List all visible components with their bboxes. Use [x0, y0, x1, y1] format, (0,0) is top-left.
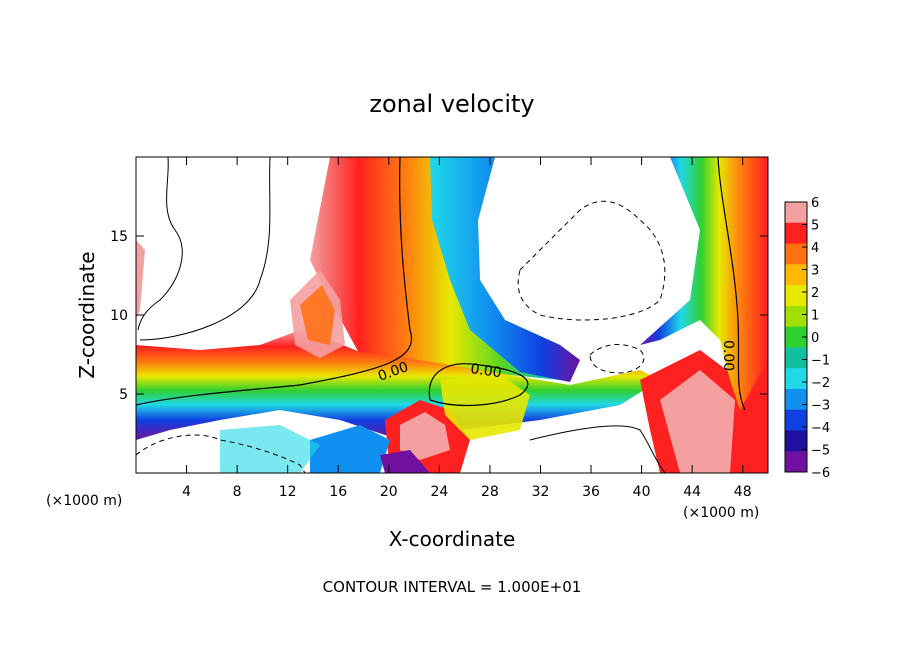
- x-tick-label: 48: [734, 484, 752, 500]
- colorbar: 6 5 4 3 2 1 0 −1 −2 −3 −4 −5 −6: [784, 196, 830, 481]
- y-tick-label: 10: [110, 308, 128, 324]
- x-tick-label: 44: [683, 484, 701, 500]
- colorbar-swatch: [785, 202, 807, 224]
- x-tick-label: 28: [481, 484, 499, 500]
- x-tick-label: 40: [633, 484, 651, 500]
- colorbar-swatch: [785, 347, 807, 369]
- jet-column-blue: [430, 157, 580, 382]
- colorbar-label: 6: [811, 196, 819, 211]
- chart-title: zonal velocity: [369, 90, 534, 118]
- yellow-patch: [440, 375, 530, 440]
- x-tick-label: 20: [380, 484, 398, 500]
- colorbar-swatch: [785, 430, 807, 452]
- colorbar-label: 2: [811, 286, 819, 301]
- x-tick-label: 32: [532, 484, 550, 500]
- lower-band: [136, 330, 660, 440]
- y-tick-label: 5: [119, 387, 128, 403]
- colorbar-label: −1: [811, 354, 830, 369]
- contour-interval-footer: CONTOUR INTERVAL = 1.000E+01: [323, 578, 582, 596]
- colorbar-swatch: [785, 305, 807, 328]
- colorbar-swatch: [785, 243, 807, 265]
- x-unit-right: (×1000 m): [683, 505, 759, 521]
- colorbar-swatch: [785, 326, 807, 348]
- colorbar-label: −5: [811, 444, 830, 459]
- x-axis-ticks: 4 8 12 16 20 24 28 32 36 40 44 48: [182, 157, 752, 500]
- colorbar-label: 3: [811, 264, 819, 279]
- colorbar-swatch: [785, 222, 807, 245]
- y-tick-label: 15: [110, 229, 128, 245]
- x-tick-label: 24: [430, 484, 448, 500]
- colorbar-swatch: [785, 285, 807, 307]
- colorbar-label: −4: [811, 421, 830, 436]
- contour-label: 0.00: [469, 361, 502, 381]
- colorbar-swatch: [785, 409, 807, 431]
- x-tick-label: 4: [182, 484, 191, 500]
- contour-label: 0.00: [720, 340, 736, 371]
- colorbar-swatch: [785, 451, 807, 473]
- colorbar-label: −2: [811, 376, 830, 391]
- colorbar-label: −3: [811, 399, 830, 414]
- colorbar-label: 4: [811, 241, 819, 256]
- x-tick-label: 16: [329, 484, 347, 500]
- x-tick-label: 12: [279, 484, 297, 500]
- velocity-field: [136, 157, 768, 473]
- colorbar-label: 0: [811, 331, 819, 346]
- colorbar-label: −6: [811, 466, 830, 481]
- x-axis-label: X-coordinate: [389, 527, 516, 551]
- colorbar-label: 1: [811, 309, 819, 324]
- right-vertical-band: [640, 157, 768, 410]
- colorbar-swatch: [785, 388, 807, 411]
- y-axis-label: Z-coordinate: [75, 251, 99, 378]
- colorbar-swatch: [785, 368, 807, 390]
- y-axis-ticks: 5 10 15: [110, 229, 768, 403]
- colorbar-label: 5: [811, 219, 819, 234]
- colorbar-swatch: [785, 264, 807, 286]
- x-unit-left: (×1000 m): [46, 493, 122, 509]
- x-tick-label: 36: [582, 484, 600, 500]
- x-tick-label: 8: [233, 484, 242, 500]
